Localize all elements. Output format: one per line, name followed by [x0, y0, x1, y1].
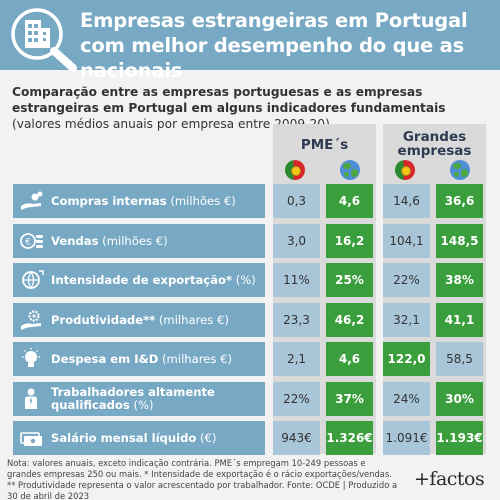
- indicator-bold-label: Despesa em I&D: [51, 351, 159, 366]
- indicator-bold-label: Salário mensal líquido: [51, 430, 197, 445]
- hand-gear-icon: [21, 310, 41, 330]
- intro-text: Comparação entre as empresas portuguesas…: [12, 84, 490, 132]
- indicator-unit: (€): [196, 430, 217, 445]
- value-cell-sme-fr: 16,2: [326, 224, 373, 258]
- indicator-name: Trabalhadores altamente qualificados (%): [51, 386, 265, 412]
- value-cell-big-fr: 1.193€: [436, 421, 483, 455]
- hand-coins-icon: [21, 191, 43, 210]
- indicator-name: Vendas (milhões €): [51, 233, 168, 248]
- indicator-name: Salário mensal líquido (€): [51, 430, 217, 445]
- indicator-unit: (milhares €): [155, 312, 229, 327]
- value-cell-sme-fr: 4,6: [326, 184, 373, 218]
- page-title: Empresas estrangeiras em Portugal com me…: [80, 9, 468, 82]
- value-cell-big-pt: 14,6: [383, 184, 430, 218]
- indicator-row-label: Produtividade** (milhares €): [13, 303, 265, 337]
- intro-bold: Comparação entre as empresas portuguesas…: [12, 85, 446, 115]
- indicator-name: Compras internas (milhões €): [51, 193, 236, 208]
- value-cell-big-pt: 1.091€: [383, 421, 430, 455]
- value-cell-big-pt: 104,1: [383, 224, 430, 258]
- indicator-unit: (milhões €): [166, 193, 236, 208]
- value-cell-big-fr: 148,5: [436, 224, 483, 258]
- indicator-name: Intensidade de exportação* (%): [51, 272, 256, 287]
- value-cell-sme-fr: 4,6: [326, 342, 373, 376]
- sme-column-header: PME´s: [300, 137, 349, 153]
- brand-logo: +factos: [414, 468, 485, 490]
- value-cell-big-fr: 41,1: [436, 303, 483, 337]
- indicator-unit: (%): [232, 272, 256, 287]
- portugal-flag-icon: [395, 160, 415, 180]
- value-cell-sme-pt: 3,0: [273, 224, 320, 258]
- value-cell-sme-pt: 11%: [273, 263, 320, 297]
- indicator-row-label: Despesa em I&D (milhares €): [13, 342, 265, 376]
- value-cell-big-fr: 36,6: [436, 184, 483, 218]
- value-cell-big-fr: 30%: [436, 382, 483, 416]
- indicator-name: Despesa em I&D (milhares €): [51, 351, 233, 366]
- value-cell-sme-fr: 25%: [326, 263, 373, 297]
- magnifier-building-icon: [11, 8, 77, 72]
- value-cell-big-pt: 122,0: [383, 342, 430, 376]
- euro-coins-icon: €: [20, 233, 43, 249]
- banknotes-icon: [20, 432, 42, 446]
- value-cell-big-pt: 32,1: [383, 303, 430, 337]
- intro-rest: (valores médios anuais por empresa entre…: [12, 117, 330, 131]
- globe-arrows-icon: [22, 270, 44, 289]
- footnote: Nota: valores anuais, exceto indicação c…: [7, 458, 398, 500]
- indicator-unit: (milhares €): [158, 351, 233, 366]
- indicator-row-label: Salário mensal líquido (€): [13, 421, 265, 455]
- indicator-unit: (milhões €): [98, 233, 168, 248]
- svg-text:€: €: [25, 238, 31, 248]
- globe-icon: [450, 160, 470, 180]
- worker-icon: [25, 388, 37, 409]
- value-cell-sme-pt: 23,3: [273, 303, 320, 337]
- value-cell-big-fr: 38%: [436, 263, 483, 297]
- value-cell-sme-fr: 1.326€: [326, 421, 373, 455]
- indicator-bold-label: Trabalhadores altamente qualificados: [51, 385, 215, 412]
- value-cell-big-pt: 24%: [383, 382, 430, 416]
- value-cell-sme-pt: 2,1: [273, 342, 320, 376]
- indicator-row-label: Intensidade de exportação* (%): [13, 263, 265, 297]
- indicator-row-label: Trabalhadores altamente qualificados (%): [13, 382, 265, 416]
- portugal-flag-icon: [285, 160, 305, 180]
- value-cell-sme-pt: 22%: [273, 382, 320, 416]
- indicator-name: Produtividade** (milhares €): [51, 312, 229, 327]
- indicator-bold-label: Vendas: [51, 233, 99, 248]
- indicator-bold-label: Intensidade de exportação*: [51, 272, 233, 287]
- indicator-bold-label: Produtividade**: [51, 312, 156, 327]
- indicator-unit: (%): [129, 398, 154, 412]
- indicator-row-label: Compras internas (milhões €): [13, 184, 265, 218]
- value-cell-sme-pt: 0,3: [273, 184, 320, 218]
- indicator-bold-label: Compras internas: [51, 193, 167, 208]
- value-cell-sme-fr: 37%: [326, 382, 373, 416]
- value-cell-big-pt: 22%: [383, 263, 430, 297]
- indicator-row-label: € Vendas (milhões €): [13, 224, 265, 258]
- lightbulb-icon: [22, 348, 40, 367]
- value-cell-big-fr: 58,5: [436, 342, 483, 376]
- value-cell-sme-fr: 46,2: [326, 303, 373, 337]
- large-column-header: Grandes empresas: [397, 129, 472, 159]
- header-banner: Empresas estrangeiras em Portugal com me…: [0, 0, 500, 82]
- globe-icon: [340, 160, 360, 180]
- value-cell-sme-pt: 943€: [273, 421, 320, 455]
